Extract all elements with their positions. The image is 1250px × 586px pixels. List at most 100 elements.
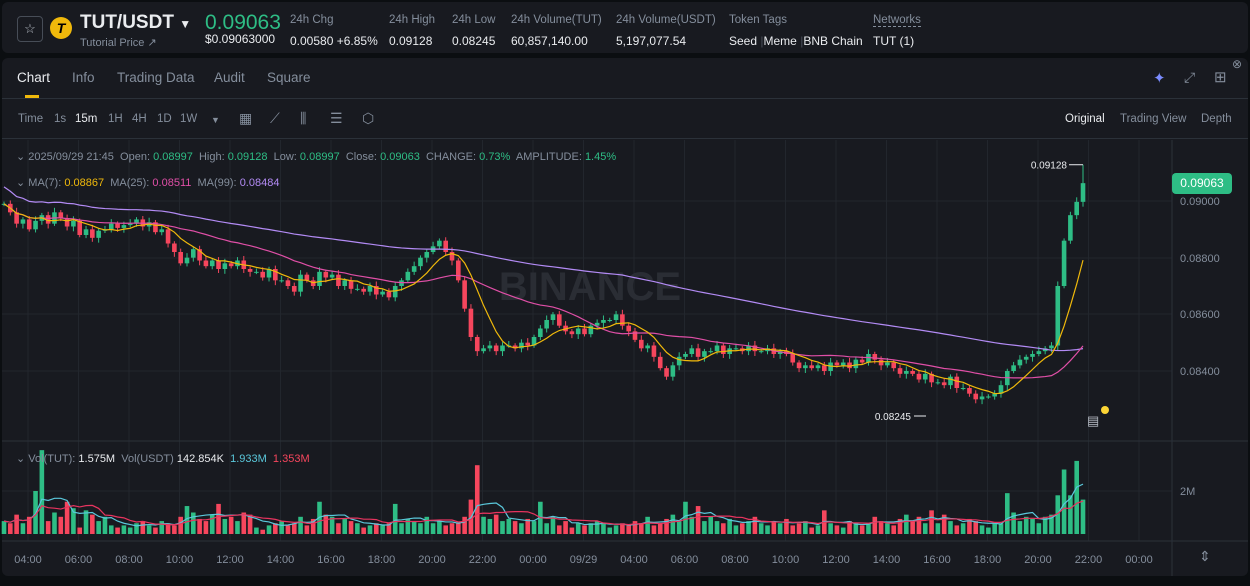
volume-bar (437, 521, 442, 534)
candle-body (935, 382, 941, 384)
candle-body (721, 345, 726, 354)
candle-body (411, 266, 417, 272)
news-icon[interactable]: ▤ (1087, 413, 1100, 428)
price-tick-label: 0.08600 (1180, 309, 1220, 321)
interval-1d[interactable]: 1D (157, 113, 172, 125)
ticker-header: ☆ T TUT/USDT ▼ Tutorial Price ↗ 0.09063 … (2, 2, 1248, 53)
volume-bar (121, 525, 127, 534)
volume-bar (922, 523, 928, 534)
candle-body (639, 339, 644, 349)
volume-bar (544, 523, 549, 534)
expand-icon[interactable]: ⤢ (1184, 69, 1196, 85)
candle-body (891, 362, 897, 369)
volume-bar (519, 523, 524, 534)
candle-body (361, 288, 366, 292)
chart-settings-icon[interactable]: ☰ (330, 110, 343, 126)
ma99-line (3, 186, 1084, 352)
view-depth[interactable]: Depth (1201, 113, 1232, 125)
volume-bar (708, 516, 714, 534)
volume-bar (506, 518, 512, 534)
candle-body (929, 373, 934, 383)
favorite-star-icon[interactable]: ☆ (17, 16, 43, 42)
tag-meme[interactable]: Meme (763, 34, 797, 48)
candle-body (191, 249, 196, 258)
tab-audit[interactable]: Audit (214, 70, 245, 85)
volume-bar (178, 516, 183, 534)
volume-bar (639, 523, 644, 534)
time-tick-label: 08:00 (721, 554, 749, 566)
candle-body (1055, 285, 1061, 346)
interval-time[interactable]: Time (18, 113, 44, 125)
layout-grid-icon[interactable]: ⊞ (1214, 69, 1227, 86)
chart-panel: Chart Info Trading Data Audit Square ✦ ⤢… (2, 57, 1248, 576)
candle-body (992, 393, 997, 397)
volume-bar (481, 516, 486, 534)
tab-trading-data[interactable]: Trading Data (117, 70, 195, 85)
indicator-line-icon[interactable]: ⟋ (270, 110, 280, 126)
volume-bar (960, 523, 966, 534)
tutorial-price-link[interactable]: Tutorial Price ↗ (80, 37, 157, 49)
candle-body (689, 348, 695, 354)
candle-body (14, 212, 19, 224)
volume-bar (424, 516, 430, 534)
candle-body (443, 240, 448, 252)
interval-1s[interactable]: 1s (54, 113, 67, 125)
volume-tick-label: 2M (1180, 486, 1195, 498)
hexagon-settings-icon[interactable]: ⬡ (362, 110, 375, 126)
tag-seed[interactable]: Seed (729, 34, 758, 48)
candle-body (979, 396, 985, 400)
candle-body (468, 308, 474, 337)
candle-body (462, 280, 467, 309)
networks[interactable]: Networks TUT (1) (873, 14, 921, 48)
volume-bar (26, 516, 32, 534)
interval-4h[interactable]: 4H (132, 113, 147, 125)
time-tick-label: 20:00 (418, 554, 446, 566)
volume-bar (834, 525, 840, 534)
stat-24h-volume-usdt: 24h Volume(USDT) 5,197,077.54 (616, 14, 716, 48)
volume-bar (866, 523, 871, 534)
interval-1h[interactable]: 1H (108, 113, 123, 125)
candle-body (657, 356, 663, 369)
tab-chart[interactable]: Chart (17, 70, 51, 85)
tab-info[interactable]: Info (72, 70, 95, 85)
time-tick-label: 22:00 (469, 554, 497, 566)
tab-square[interactable]: Square (267, 70, 311, 85)
volume-bar (493, 514, 499, 534)
tag-bnb-chain[interactable]: BNB Chain (803, 34, 863, 48)
time-tick-label: 18:00 (368, 554, 396, 566)
candle-body (64, 217, 70, 227)
volume-bar (872, 516, 878, 534)
close-icon[interactable]: ⊗ (1232, 57, 1243, 71)
pair-selector[interactable]: TUT/USDT ▼ (80, 12, 191, 34)
candle-body (153, 222, 158, 233)
candle-body (897, 368, 903, 374)
candle-body (822, 365, 827, 371)
candle-body (840, 362, 846, 366)
ai-sparkle-icon[interactable]: ✦ (1153, 70, 1166, 87)
volume-bar (796, 523, 802, 534)
volume-bar (569, 527, 575, 534)
candle-body (83, 229, 89, 235)
volume-bar (222, 518, 228, 534)
candle-body (512, 345, 518, 349)
view-original[interactable]: Original (1065, 113, 1105, 125)
time-tick-label: 22:00 (1075, 554, 1103, 566)
candle-body (418, 257, 423, 267)
more-intervals-caret-icon[interactable]: ▼ (211, 115, 220, 125)
token-logo: T (50, 17, 72, 39)
volume-bar (733, 525, 739, 534)
volume-bar (941, 514, 947, 534)
volume-bar (916, 516, 922, 534)
candle-body (645, 345, 650, 349)
interval-15m[interactable]: 15m (75, 113, 98, 125)
auto-scale-icon[interactable]: ⇕ (1199, 548, 1211, 564)
view-trading-view[interactable]: Trading View (1120, 113, 1187, 125)
candle-type-icon[interactable]: ⫼ (300, 110, 307, 126)
interval-1w[interactable]: 1W (180, 113, 198, 125)
calendar-icon[interactable]: ▦ (239, 110, 253, 126)
volume-bar (929, 510, 934, 534)
candle-body (954, 376, 960, 388)
volume-bar (386, 523, 392, 534)
ma-legend: ⌄ MA(7): 0.08867 MA(25): 0.08511 MA(99):… (16, 177, 280, 189)
